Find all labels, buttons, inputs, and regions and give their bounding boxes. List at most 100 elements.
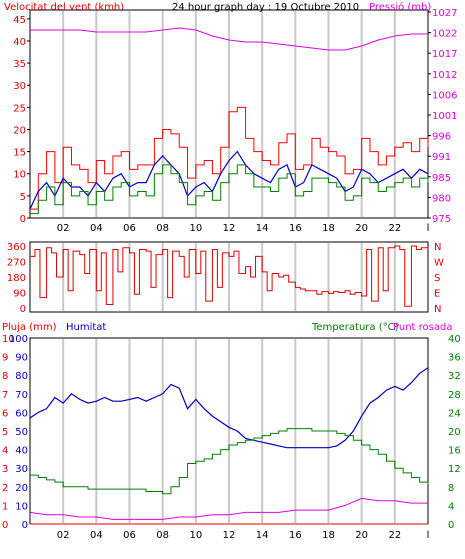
humidity-y-tick-label: 20: [15, 483, 28, 494]
temperature-y-tick-label: 8: [448, 483, 454, 494]
wind-y-tick-label: 10: [13, 170, 26, 181]
temperature-y-tick-label: 24: [448, 408, 461, 419]
humidity-y-tick-label: 100: [9, 334, 28, 345]
compass-tick-label: S: [434, 273, 440, 284]
direction-y-tick-label: 90: [13, 289, 26, 300]
humidity-y-tick-label: 50: [15, 427, 28, 438]
x-tick-label: 04: [90, 530, 103, 541]
pressure-y-tick-label: 1027: [432, 8, 457, 19]
humidity-y-tick-label: 70: [15, 390, 28, 401]
x-tick-label: 08: [156, 530, 169, 541]
dewpoint-axis-label: Punt rosada: [393, 322, 452, 333]
x-tick-label: 16: [289, 223, 302, 234]
x-tick-label: 06: [123, 530, 136, 541]
pressure-y-tick-label: 1006: [432, 90, 457, 101]
rain-y-tick-label: 6: [2, 408, 8, 419]
x-tick-label: l: [427, 223, 430, 234]
gust-line: [30, 106, 429, 210]
wind-y-tick-label: 20: [13, 125, 26, 136]
direction-y-tick-label: 180: [7, 273, 26, 284]
x-tick-label: 20: [355, 223, 368, 234]
direction-panel-frame: [29, 241, 429, 313]
direction-y-tick-label: 270: [7, 258, 26, 269]
x-tick-label: 18: [322, 530, 335, 541]
pressure-y-tick-label: 1001: [432, 111, 457, 122]
x-tick-label: 04: [90, 223, 103, 234]
wind-y-tick-label: 30: [13, 81, 26, 92]
pressure-y-tick-label: 975: [432, 214, 451, 225]
wind-y-tick-label: 35: [13, 59, 26, 70]
wind-y-tick-label: 0: [20, 214, 26, 225]
compass-tick-label: N: [434, 242, 441, 253]
temperature-axis-label: Temperatura (°C): [311, 322, 399, 333]
wind-y-tick-label: 25: [13, 103, 26, 114]
pressure-y-tick-label: 985: [432, 173, 451, 184]
x-tick-label: 10: [189, 530, 202, 541]
wind-speed-line: [30, 164, 429, 215]
pressure-axis-label: Pressió (mb): [369, 1, 431, 13]
wind-axis-label: Velocitat del vent (kmh): [4, 2, 124, 13]
humidity-y-tick-label: 60: [15, 408, 28, 419]
temperature-y-tick-label: 16: [448, 446, 461, 457]
humidity-line: [29, 367, 429, 449]
rain-y-tick-label: 3: [2, 464, 8, 475]
wind-y-tick-label: 5: [20, 192, 26, 203]
x-tick-label: 08: [156, 223, 169, 234]
humidity-y-tick-label: 30: [15, 464, 28, 475]
x-tick-label: 02: [57, 223, 70, 234]
temperature-y-tick-label: 12: [448, 464, 461, 475]
humidity-axis-label: Humitat: [66, 322, 106, 333]
x-tick-label: 12: [223, 223, 236, 234]
temperature-line: [30, 428, 429, 495]
pressure-y-tick-label: 1012: [432, 70, 457, 81]
chart-title: 24 hour graph day : 19 Octubre 2010: [172, 2, 359, 13]
x-tick-label: 14: [256, 530, 269, 541]
x-tick-label: 02: [57, 530, 70, 541]
pressure-y-tick-label: 991: [432, 152, 451, 163]
series-layer: [29, 27, 429, 525]
humidity-y-tick-label: 10: [15, 501, 28, 512]
wind-y-tick-label: 15: [13, 148, 26, 159]
humidity-y-tick-label: 40: [15, 446, 28, 457]
humidity-y-tick-label: 0: [22, 520, 28, 531]
avg-wind-line: [29, 150, 429, 210]
x-tick-label: l: [427, 530, 430, 541]
temperature-y-tick-label: 32: [448, 371, 461, 382]
temperature-y-tick-label: 0: [448, 520, 454, 531]
dewpoint-line: [29, 497, 428, 520]
rain-axis-label: Pluja (mm): [2, 322, 57, 333]
compass-tick-label: E: [434, 289, 440, 300]
x-tick-label: 22: [388, 530, 401, 541]
x-tick-label: 18: [322, 223, 335, 234]
x-tick-label: 16: [289, 530, 302, 541]
x-tick-label: 22: [388, 223, 401, 234]
wind-y-tick-label: 40: [13, 37, 26, 48]
x-tick-label: 10: [189, 223, 202, 234]
rain-y-tick-label: 10: [2, 334, 15, 345]
humidity-y-tick-label: 80: [15, 371, 28, 382]
pressure-y-tick-label: 996: [432, 132, 451, 143]
wind-panel-frame: [29, 9, 429, 219]
pressure-y-tick-label: 980: [432, 193, 451, 204]
x-tick-label: 12: [223, 530, 236, 541]
compass-tick-label: N: [434, 304, 441, 315]
direction-line: [30, 245, 429, 307]
x-tick-label: 06: [123, 223, 136, 234]
humidity-y-tick-label: 90: [15, 353, 28, 364]
pressure-line: [30, 27, 428, 51]
rain-y-tick-label: 7: [2, 390, 8, 401]
x-tick-label: 20: [355, 530, 368, 541]
compass-tick-label: W: [434, 258, 444, 269]
temperature-y-tick-label: 28: [448, 390, 461, 401]
temperature-y-tick-label: 4: [448, 501, 454, 512]
direction-y-tick-label: 360: [7, 242, 26, 253]
x-tick-label: 14: [256, 223, 269, 234]
rain-y-tick-label: 9: [2, 353, 8, 364]
pressure-y-tick-label: 1022: [432, 29, 457, 40]
direction-y-tick-label: 0: [20, 304, 26, 315]
axis-layer: 02 04 06 08 10 12 14 16 18 20 22 l02 04 06 08 10 12 14 16 1…: [2, 8, 461, 541]
rain-y-tick-label: 4: [2, 446, 8, 457]
temperature-y-tick-label: 20: [448, 427, 461, 438]
